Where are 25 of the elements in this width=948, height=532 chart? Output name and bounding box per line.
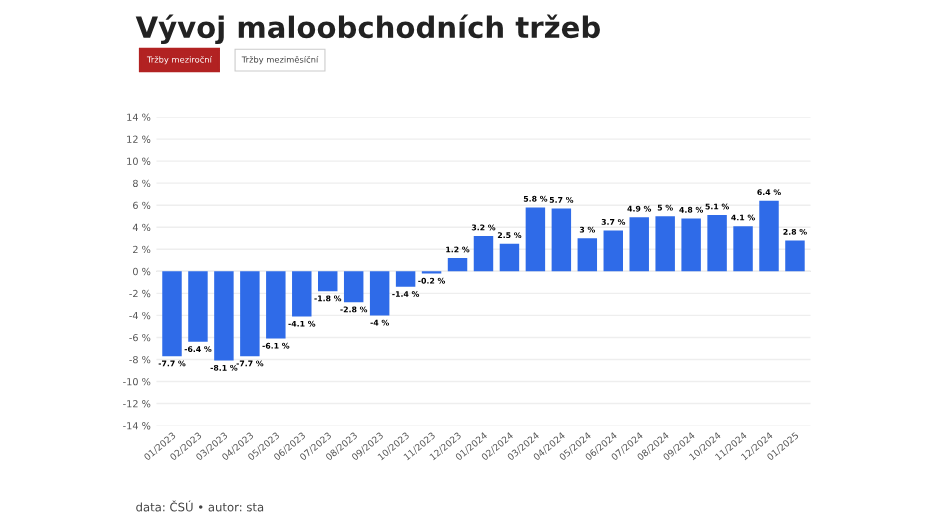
bar <box>473 236 494 272</box>
chart-title: Vývoj maloobchodních tržeb <box>135 14 600 45</box>
bar <box>629 217 649 272</box>
bar <box>343 271 364 303</box>
bar <box>447 258 468 272</box>
bar <box>214 271 234 361</box>
bar <box>655 216 675 272</box>
bar <box>759 200 779 272</box>
bar <box>707 215 727 272</box>
bar <box>499 243 520 272</box>
bar <box>577 238 598 272</box>
bar <box>266 271 286 339</box>
bar <box>551 208 572 272</box>
bar <box>681 218 701 272</box>
bar <box>240 271 260 357</box>
bar <box>395 271 416 287</box>
bar <box>188 271 208 342</box>
bar <box>603 230 623 272</box>
bar <box>785 240 805 272</box>
bar <box>525 207 546 272</box>
bar <box>162 271 182 357</box>
bar <box>292 271 312 317</box>
bar <box>318 271 338 292</box>
bar <box>369 271 390 316</box>
bar <box>733 226 753 272</box>
